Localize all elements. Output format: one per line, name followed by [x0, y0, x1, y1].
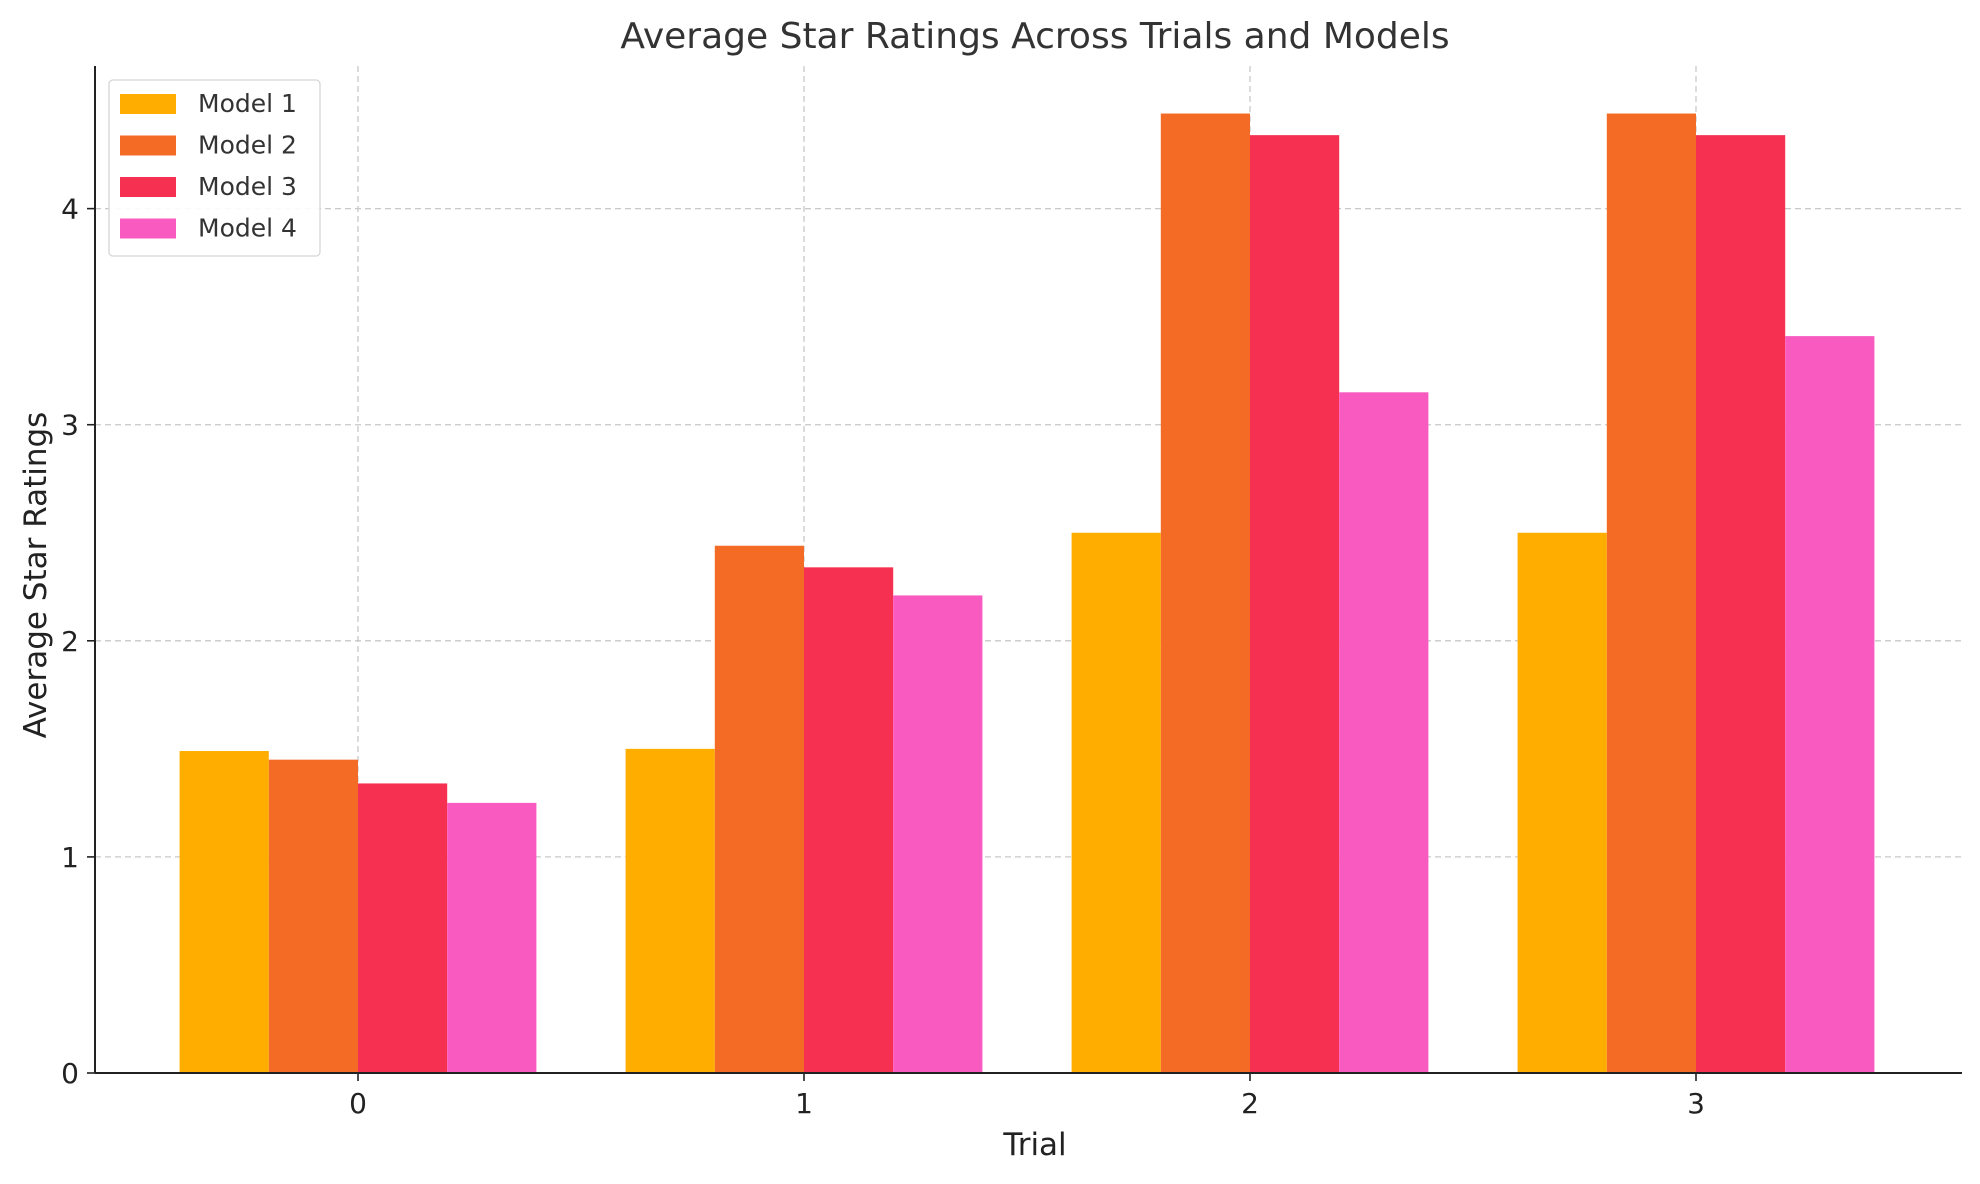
x-tick-label: 1 — [795, 1087, 813, 1120]
y-tick-label: 4 — [61, 193, 79, 226]
y-tick-label: 1 — [61, 841, 79, 874]
chart-title: Average Star Ratings Across Trials and M… — [620, 16, 1449, 57]
bar-model-1-trial-1 — [625, 748, 715, 1073]
y-tick-label: 3 — [61, 409, 79, 442]
bar-model-3-trial-2 — [1250, 135, 1340, 1073]
legend-frame — [108, 79, 321, 257]
bar-model-2-trial-3 — [1606, 113, 1696, 1073]
legend-swatch — [120, 94, 176, 114]
bar-model-1-trial-0 — [179, 751, 269, 1073]
legend-label: Model 4 — [198, 214, 297, 243]
bar-model-4-trial-3 — [1785, 336, 1875, 1073]
x-tick-label: 0 — [349, 1087, 367, 1120]
bar-model-3-trial-1 — [804, 567, 894, 1073]
bar-model-2-trial-1 — [714, 545, 804, 1073]
bar-model-2-trial-2 — [1160, 113, 1250, 1073]
legend-label: Model 3 — [198, 172, 297, 201]
bar-model-4-trial-1 — [893, 595, 983, 1073]
legend-swatch — [120, 218, 176, 239]
bar-model-1-trial-3 — [1517, 532, 1607, 1073]
bar-model-4-trial-2 — [1339, 392, 1429, 1073]
legend-label: Model 2 — [198, 131, 297, 160]
bar-model-3-trial-3 — [1696, 135, 1786, 1073]
axes — [87, 66, 1962, 1081]
tick-labels: 0 1 2 3 4 0 1 2 3 — [61, 193, 1705, 1120]
bars — [179, 113, 1875, 1073]
bar-model-4-trial-0 — [447, 802, 537, 1073]
legend-swatch — [120, 135, 176, 156]
bar-model-1-trial-2 — [1071, 532, 1161, 1073]
x-tick-label: 2 — [1241, 1087, 1259, 1120]
x-tick-label: 3 — [1687, 1087, 1705, 1120]
bar-model-3-trial-0 — [358, 783, 448, 1073]
legend-label: Model 1 — [198, 89, 297, 118]
x-axis-label: Trial — [1002, 1127, 1066, 1163]
bar-model-2-trial-0 — [268, 759, 358, 1073]
legend: Model 1 Model 2 Model 3 Model 4 — [108, 79, 321, 257]
y-axis-label: Average Star Ratings — [18, 412, 54, 739]
y-tick-label: 2 — [61, 625, 79, 658]
y-tick-label: 0 — [61, 1057, 79, 1090]
legend-swatch — [120, 177, 176, 197]
